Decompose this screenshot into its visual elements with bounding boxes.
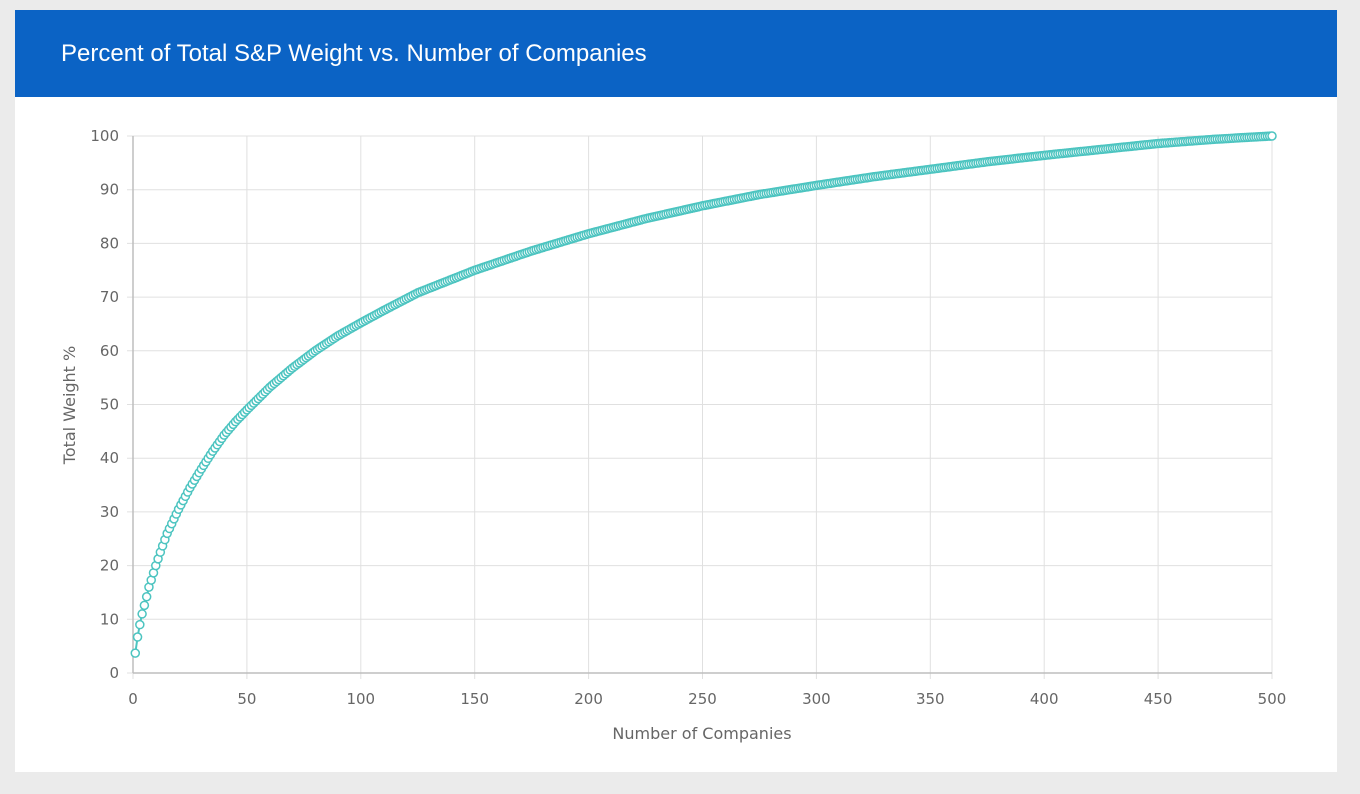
y-tick-label: 10 [100, 610, 119, 628]
y-axis-label: Total Weight % [60, 346, 79, 465]
x-tick-label: 150 [460, 690, 489, 708]
chart-card: Percent of Total S&P Weight vs. Number o… [15, 10, 1337, 772]
y-tick-label: 50 [100, 396, 119, 414]
chart-title: Percent of Total S&P Weight vs. Number o… [61, 39, 647, 67]
data-point [1267, 131, 1277, 141]
y-tick-label: 0 [109, 664, 119, 682]
data-point [132, 632, 143, 642]
data-points [130, 131, 1277, 658]
y-tick-label: 60 [100, 342, 119, 360]
data-point [141, 591, 152, 602]
x-axis-label: Number of Companies [612, 724, 791, 743]
chart-header: Percent of Total S&P Weight vs. Number o… [15, 10, 1337, 97]
y-tick-label: 20 [100, 557, 119, 575]
x-tick-label: 450 [1144, 690, 1173, 708]
data-point [137, 609, 147, 619]
axes [132, 136, 1272, 674]
data-point [139, 600, 150, 611]
x-tick-label: 250 [688, 690, 717, 708]
data-point [135, 619, 145, 630]
y-tick-label: 30 [100, 503, 119, 521]
y-tick-label: 100 [90, 127, 119, 145]
x-tick-label: 300 [802, 690, 831, 708]
y-tick-label: 80 [100, 234, 119, 252]
x-tick-label: 0 [128, 690, 138, 708]
x-tick-label: 50 [237, 690, 256, 708]
x-tick-label: 100 [346, 690, 375, 708]
data-point [130, 648, 141, 658]
x-tick-label: 500 [1258, 690, 1287, 708]
x-tick-label: 400 [1030, 690, 1059, 708]
series-line [134, 135, 1273, 654]
y-tick-label: 70 [100, 288, 119, 306]
tick-labels: 0 10 20 30 40 50 60 70 80 90 100 0 50 100 150 200 250 300… [90, 127, 1286, 708]
x-tick-label: 200 [574, 690, 603, 708]
grid-lines [127, 135, 1273, 679]
x-tick-label: 350 [916, 690, 945, 708]
y-tick-label: 90 [100, 181, 119, 199]
y-tick-label: 40 [100, 449, 119, 467]
